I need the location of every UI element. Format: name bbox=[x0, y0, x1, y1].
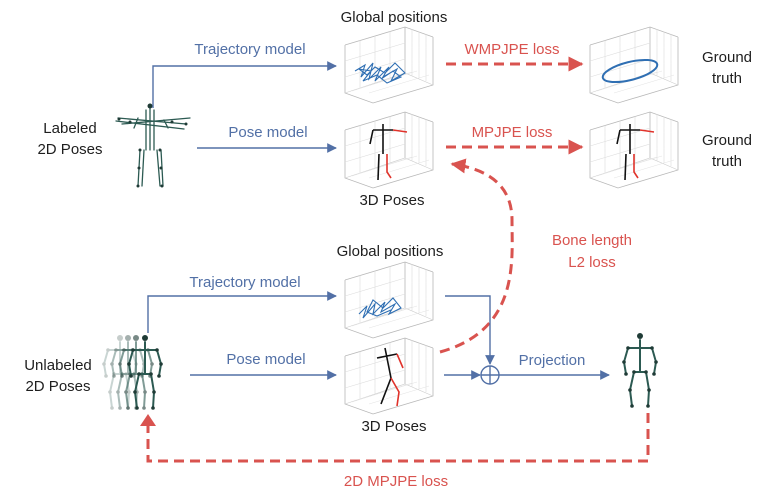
ground-truth-2-label-line2: truth bbox=[712, 153, 742, 170]
labeled-poses-label-line1: Labeled bbox=[43, 120, 96, 137]
3d-poses-label-top: 3D Poses bbox=[359, 192, 424, 209]
global-positions-label-bottom: Global positions bbox=[337, 243, 444, 260]
global-to-projection-arrow bbox=[445, 295, 495, 365]
unlabeled-poses-label-line1: Unlabeled bbox=[24, 357, 92, 374]
labeled-2d-poses-skeleton-icon bbox=[115, 107, 191, 187]
3d-poses-plot-top bbox=[344, 111, 434, 189]
global-positions-plot-top bbox=[344, 26, 434, 104]
mpjpe-loss-label: MPJPE loss bbox=[472, 124, 553, 141]
unlabeled-poses-label-line2: 2D Poses bbox=[25, 378, 90, 395]
2d-mpjpe-loss-label: 2D MPJPE loss bbox=[344, 473, 448, 490]
trajectory-model-label-bottom: Trajectory model bbox=[189, 274, 300, 291]
ground-truth-2-label-line1: Ground bbox=[702, 132, 752, 149]
wmpjpe-loss-label: WMPJPE loss bbox=[464, 41, 559, 58]
2d-mpjpe-loss-path bbox=[146, 413, 650, 463]
trajectory-model-arrow-top bbox=[152, 61, 337, 108]
ground-truth-1-label-line2: truth bbox=[712, 70, 742, 87]
labeled-2d-poses-joints bbox=[117, 103, 188, 188]
unlabeled-2d-poses-skeleton-icon bbox=[101, 334, 164, 411]
3d-poses-label-bottom: 3D Poses bbox=[361, 418, 426, 435]
ground-truth-pose-plot bbox=[589, 111, 679, 189]
pose-model-label-bottom: Pose model bbox=[226, 351, 305, 368]
global-positions-label-top: Global positions bbox=[341, 9, 448, 26]
ground-truth-trajectory-plot bbox=[589, 26, 679, 104]
3d-poses-plot-bottom bbox=[344, 337, 434, 415]
bone-length-label-line1: Bone length bbox=[552, 232, 632, 249]
global-positions-plot-bottom bbox=[344, 261, 434, 339]
2d-mpjpe-loss-arrowhead bbox=[140, 414, 156, 426]
projection-label: Projection bbox=[519, 352, 586, 369]
bone-length-label-line2: L2 loss bbox=[568, 254, 616, 271]
trajectory-model-label-top: Trajectory model bbox=[194, 41, 305, 58]
ground-truth-1-label-line1: Ground bbox=[702, 49, 752, 66]
trajectory-model-arrow-bottom bbox=[147, 291, 337, 333]
bone-length-loss-arrow bbox=[439, 158, 514, 354]
pose-model-label-top: Pose model bbox=[228, 124, 307, 141]
labeled-poses-label-line2: 2D Poses bbox=[37, 141, 102, 158]
projected-2d-pose-skeleton-icon bbox=[621, 332, 659, 409]
projection-plus-circle-icon bbox=[480, 365, 500, 385]
